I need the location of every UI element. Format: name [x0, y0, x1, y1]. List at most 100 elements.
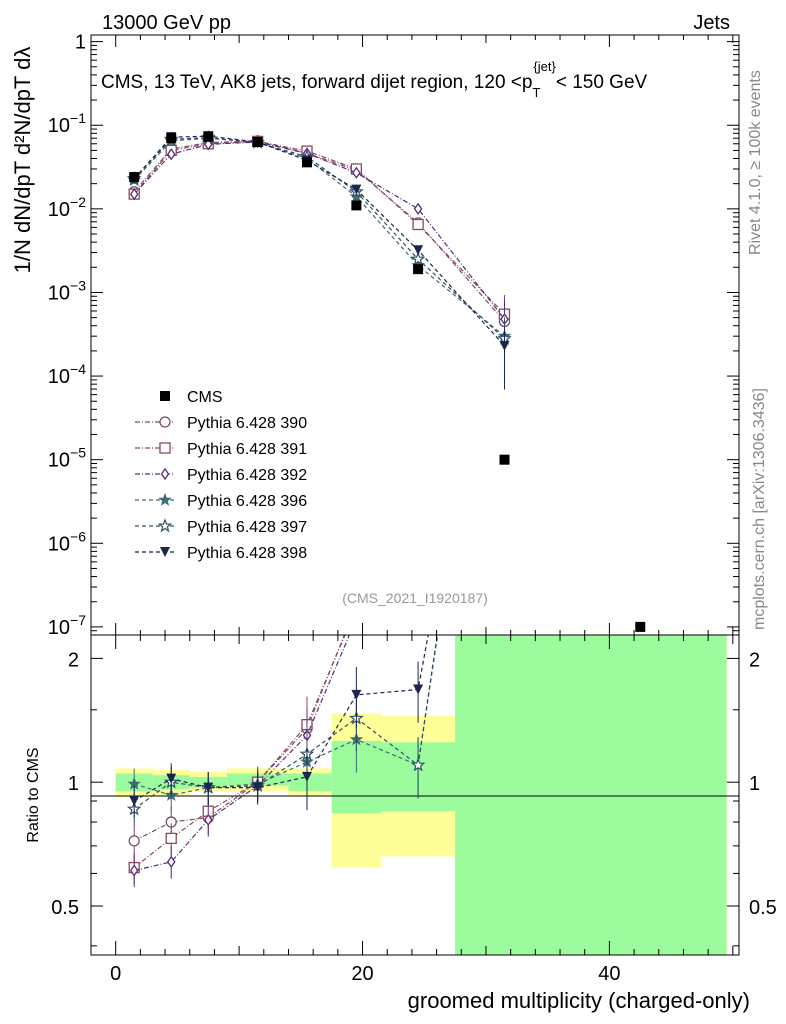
legend-label: Pythia 6.428 396	[187, 493, 307, 510]
series-line	[133, 137, 505, 337]
legend-marker	[159, 442, 171, 454]
ratio-ticks: 0.5 0.5 1 1 2 2	[51, 649, 777, 947]
series-pythia-6.428-398	[129, 131, 510, 390]
x-ticks: 0 20 40	[110, 635, 734, 985]
legend-marker	[159, 416, 171, 428]
ratio-y-tick-label-right: 0.5	[749, 897, 777, 919]
title-sub: T	[532, 85, 540, 100]
plot-title: CMS, 13 TeV, AK8 jets, forward dijet reg…	[101, 59, 648, 100]
main-y-tick-label: 10−6	[48, 528, 86, 555]
legend-label: Pythia 6.428 390	[187, 415, 307, 432]
series-pythia-6.428-397	[126, 129, 512, 383]
series-point	[349, 189, 364, 203]
ratio-bands	[115, 635, 727, 955]
ratio-series	[126, 635, 439, 888]
ratio-point	[203, 782, 214, 793]
series-point	[413, 245, 424, 256]
ratio-line	[134, 635, 351, 872]
legend-marker	[160, 467, 170, 481]
series-line	[133, 135, 505, 347]
main-y-tick-label: 10−1	[48, 110, 86, 137]
header-left: 13000 GeV pp	[102, 12, 231, 34]
data-point	[413, 264, 424, 275]
series-point	[351, 184, 362, 195]
legend-label: Pythia 6.428 397	[187, 519, 307, 536]
ratio-y-tick-label-left: 2	[68, 649, 79, 671]
main-y-tick-label: 10−7	[48, 612, 86, 639]
ratio-panel: 0.5 0.5 1 1 2 2 Ratio to CMS 0 20 40 groomed mu…	[25, 634, 777, 1013]
title-tail: < 150 GeV	[556, 72, 648, 93]
main-panel: 1 10−1 10−2 10−3 10−4 10−5 10−6 10−7 (CMS_2021_…	[10, 32, 740, 639]
ratio-point	[129, 864, 139, 877]
title-main: CMS, 13 TeV, AK8 jets, forward dijet reg…	[101, 72, 532, 93]
series-cms-data	[129, 131, 646, 632]
series-pythia-6.428-390	[128, 135, 511, 366]
legend-marker	[157, 518, 173, 533]
main-y-tick-label: 10−3	[48, 277, 86, 304]
series-pythia-6.428-392	[129, 135, 509, 363]
legend-label-cms: CMS	[187, 389, 223, 406]
series-line	[133, 140, 505, 315]
ratio-line	[133, 635, 346, 869]
ratio-point	[203, 813, 213, 826]
ratio-point	[351, 689, 362, 700]
ratio-point	[413, 684, 424, 695]
data-point	[252, 137, 263, 148]
ratio-point	[166, 773, 177, 784]
header-right: Jets	[693, 12, 730, 34]
x-tick-label: 20	[351, 963, 373, 985]
series-line	[133, 137, 505, 340]
x-axis-label: groomed multiplicity (charged-only)	[408, 988, 750, 1013]
series-pythia-6.428-391	[128, 135, 511, 358]
ratio-line	[133, 635, 439, 810]
ratio-point	[252, 782, 263, 793]
ratio-point	[302, 771, 312, 782]
data-point	[166, 133, 177, 144]
ratio-line	[134, 635, 438, 796]
series-point	[410, 251, 426, 266]
series-line	[133, 140, 505, 322]
rivet-version-label: Rivet 4.1.0, ≥ 100k events	[747, 70, 764, 255]
analysis-id: (CMS_2021_I1920187)	[342, 590, 488, 606]
legend-marker-cms	[160, 391, 170, 401]
data-point	[302, 157, 312, 168]
data-point	[203, 131, 214, 142]
ratio-frame	[90, 634, 740, 956]
uncertainty-band-inner	[288, 773, 332, 792]
legend-label: Pythia 6.428 398	[187, 545, 307, 562]
series-point	[413, 202, 423, 215]
main-y-tick-label: 10−2	[48, 194, 86, 221]
main-y-label: 1/N dN/dpT d²N/dpT dλ	[10, 47, 35, 274]
ratio-y-tick-label-right: 1	[749, 773, 760, 795]
legend-marker	[160, 547, 170, 557]
series-pythia-6.428-396	[127, 131, 512, 380]
series-point	[166, 148, 176, 161]
main-ticks: 1 10−1 10−2 10−3 10−4 10−5 10−6 10−7	[48, 32, 739, 639]
ratio-point	[410, 757, 426, 772]
title-sup: {jet}	[533, 59, 556, 74]
ratio-point	[165, 832, 177, 845]
ratio-point	[128, 835, 140, 847]
legend: CMS Pythia 6.428 390 Pythia 6.428 391 Pythi…	[135, 389, 307, 562]
ratio-point	[129, 796, 140, 807]
x-tick-label: 40	[598, 963, 620, 985]
ratio-y-label: Ratio to CMS	[25, 747, 42, 842]
legend-label: Pythia 6.428 392	[187, 467, 307, 484]
ratio-y-tick-label-left: 1	[68, 773, 79, 795]
ratio-line	[133, 635, 429, 802]
ratio-line	[133, 635, 345, 842]
series-point	[412, 218, 424, 231]
data-point	[129, 172, 140, 183]
mcplots-source-label: mcplots.cern.ch [arXiv:1306.3436]	[751, 388, 768, 630]
main-y-tick-label: 10−4	[48, 361, 86, 388]
main-series	[126, 129, 646, 632]
ratio-y-tick-label-right: 2	[749, 649, 760, 671]
data-point	[499, 454, 510, 465]
series-line	[133, 141, 505, 320]
series-point	[129, 187, 139, 201]
uncertainty-band-inner	[455, 635, 727, 955]
ratio-pythia-6.428-398	[129, 635, 429, 818]
data-point	[351, 200, 362, 211]
main-y-tick-label: 10−5	[48, 445, 86, 472]
series-point	[499, 340, 510, 351]
